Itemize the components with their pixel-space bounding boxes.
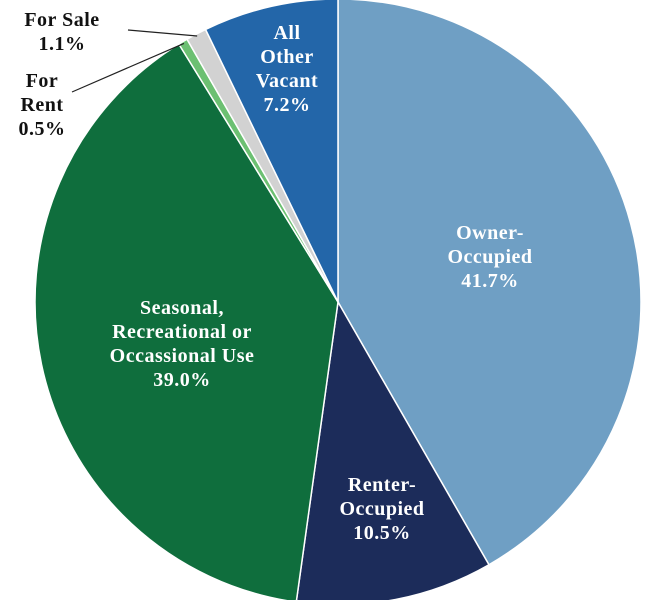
slice-label: For Rent 0.5% — [19, 70, 66, 140]
label-line: Owner- — [456, 222, 524, 244]
label-line: Rent — [20, 94, 63, 116]
value-label: 39.0% — [153, 369, 211, 391]
label-line: Occupied — [447, 246, 532, 268]
slice-label: Renter-Occupied 10.5% — [339, 474, 424, 544]
pie-slice — [295, 299, 490, 600]
label-line: For — [26, 70, 59, 92]
value-label: 41.7% — [461, 270, 519, 292]
label-line: All — [273, 22, 300, 44]
slice-label: For Sale 1.1% — [24, 9, 99, 55]
label-line: Renter- — [348, 474, 416, 496]
value-label: 0.5% — [19, 118, 66, 140]
label-line: Occupied — [339, 498, 424, 520]
leader-line — [71, 42, 185, 93]
slice-label: All Other Vacant 7.2% — [256, 22, 318, 116]
pie-slice — [34, 43, 339, 600]
leader-line — [127, 29, 198, 37]
label-line: Occassional Use — [110, 345, 255, 367]
value-label: 10.5% — [353, 522, 411, 544]
value-label: 7.2% — [264, 94, 311, 116]
slice-label: Owner-Occupied 41.7% — [447, 222, 532, 292]
label-line: Recreational or — [112, 321, 252, 343]
label-line: Other — [260, 46, 314, 68]
label-line: For Sale — [24, 9, 99, 31]
label-line: Vacant — [256, 70, 318, 92]
slice-label: Seasonal, Recreational or Occassional Use 3… — [110, 297, 255, 391]
label-line: Seasonal, — [140, 297, 224, 319]
value-label: 1.1% — [39, 33, 86, 55]
pie-slice — [337, 0, 642, 566]
pie-slice — [204, 0, 339, 303]
